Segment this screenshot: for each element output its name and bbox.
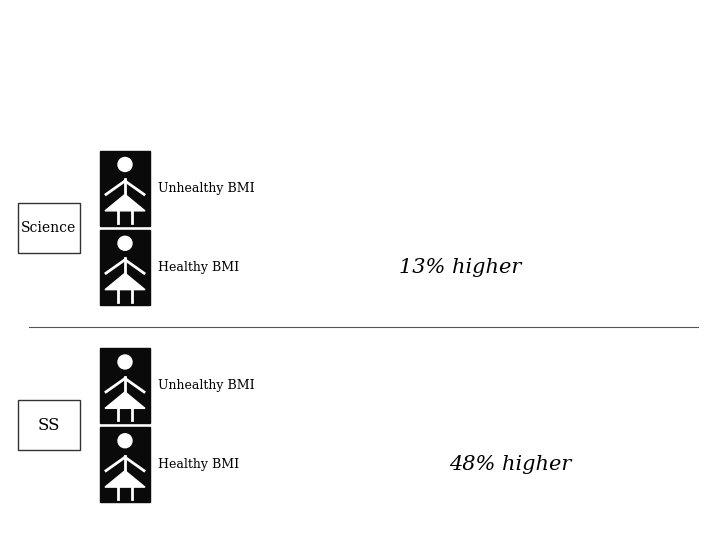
Text: Healthy BMI: Healthy BMI <box>158 458 239 471</box>
Circle shape <box>118 355 132 369</box>
Text: MITCHELL ELEMENTARY: MITCHELL ELEMENTARY <box>168 25 552 51</box>
Text: Unhealthy BMI: Unhealthy BMI <box>158 182 255 195</box>
Text: SS: SS <box>37 417 60 434</box>
Bar <box>18 400 80 450</box>
Text: SCIENCE AND SOCIAL STUDIES: SCIENCE AND SOCIAL STUDIES <box>50 80 380 99</box>
Bar <box>100 427 150 502</box>
Circle shape <box>118 434 132 448</box>
Text: 48% higher: 48% higher <box>449 455 571 474</box>
Circle shape <box>118 158 132 172</box>
Bar <box>100 230 150 305</box>
Polygon shape <box>105 194 145 211</box>
Bar <box>100 151 150 226</box>
Polygon shape <box>105 471 145 487</box>
Text: Science: Science <box>22 221 76 235</box>
Text: Data Analysis: Data Analysis <box>545 80 670 99</box>
Text: Healthy BMI: Healthy BMI <box>158 261 239 274</box>
Text: Unhealthy BMI: Unhealthy BMI <box>158 380 255 393</box>
Bar <box>18 203 80 253</box>
Bar <box>100 348 150 423</box>
Polygon shape <box>105 273 145 289</box>
Polygon shape <box>105 392 145 408</box>
Circle shape <box>118 237 132 250</box>
Text: 13% higher: 13% higher <box>399 258 521 276</box>
